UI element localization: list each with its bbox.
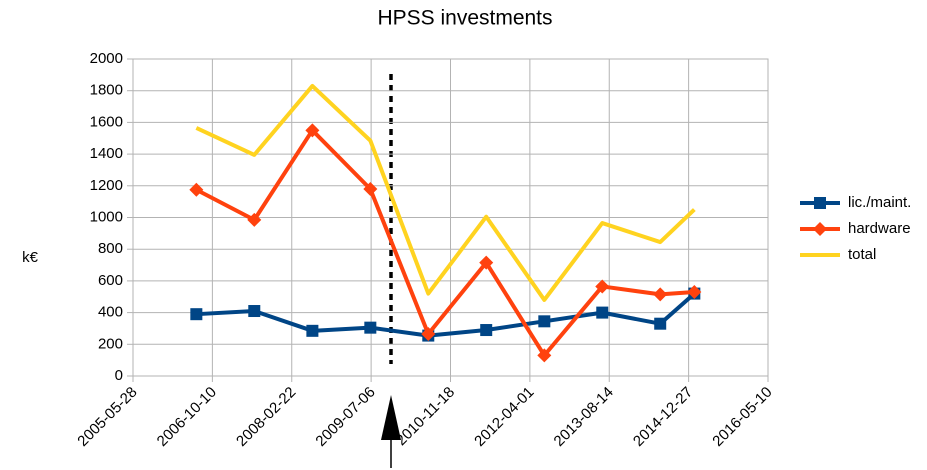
legend-marker: [813, 222, 827, 236]
marker: [654, 317, 667, 330]
marker: [479, 255, 494, 270]
y-tick-label: 1400: [90, 145, 123, 162]
chart-title: HPSS investments: [377, 7, 552, 30]
legend-label: total: [848, 246, 876, 263]
y-tick-label: 200: [98, 335, 123, 352]
y-axis-label: k€: [22, 249, 39, 266]
marker: [247, 212, 262, 227]
y-tick-label: 400: [98, 304, 123, 321]
legend-label: lic./maint.: [848, 194, 911, 211]
y-tick-label: 0: [115, 367, 123, 384]
marker: [596, 306, 609, 319]
y-tick-label: 600: [98, 272, 123, 289]
y-tick-label: 2000: [90, 50, 123, 67]
marker: [248, 305, 261, 318]
y-tick-label: 1600: [90, 113, 123, 130]
series-line: [195, 128, 695, 358]
series-line: [195, 83, 696, 302]
marker: [189, 182, 204, 197]
marker: [653, 287, 668, 302]
marker: [595, 279, 610, 294]
y-tick-label: 800: [98, 240, 123, 257]
marker: [190, 308, 203, 321]
marker: [305, 123, 320, 138]
marker: [687, 284, 702, 299]
plot-frame: [132, 58, 769, 377]
arrow-head: [381, 395, 401, 440]
legend-marker: [814, 197, 826, 209]
y-tick-label: 1200: [90, 177, 123, 194]
marker: [538, 315, 551, 328]
marker: [480, 324, 493, 337]
series-line: [196, 292, 696, 338]
marker: [363, 181, 378, 196]
legend-label: hardware: [848, 220, 911, 237]
y-tick-label: 1800: [90, 82, 123, 99]
marker: [306, 324, 319, 337]
marker: [364, 321, 377, 334]
y-tick-label: 1000: [90, 208, 123, 225]
marker: [421, 326, 436, 341]
marker: [537, 348, 552, 363]
